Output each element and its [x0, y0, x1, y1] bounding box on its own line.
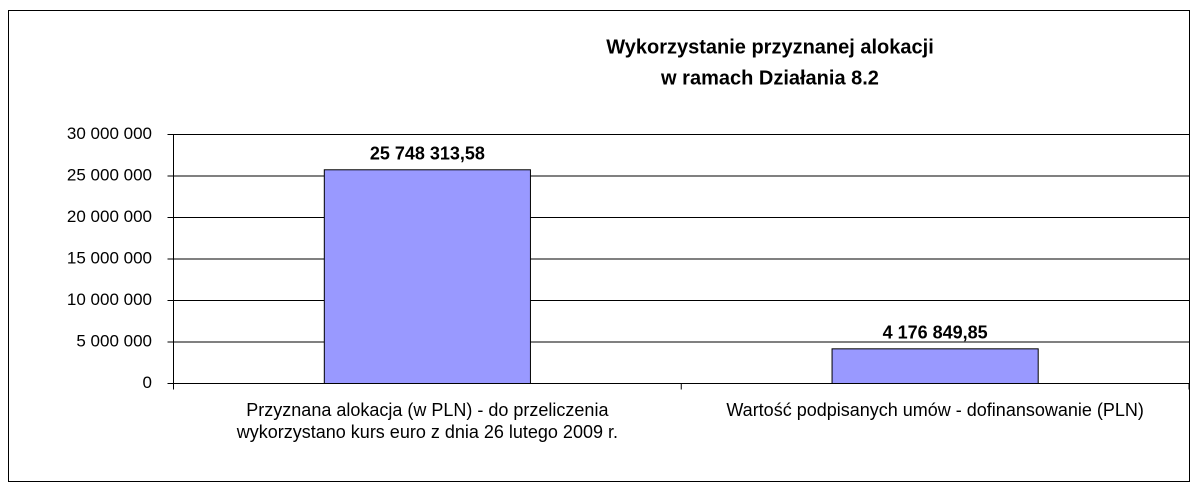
bar: [831, 348, 1039, 385]
data-label: 4 176 849,85: [883, 323, 988, 343]
chart-border: [8, 10, 1190, 482]
data-label: 25 748 313,58: [370, 144, 485, 164]
y-tick-label: 0: [143, 373, 152, 392]
y-tick-label: 5 000 000: [76, 331, 152, 350]
bar: [323, 169, 531, 384]
y-tick-label: 30 000 000: [67, 124, 152, 143]
y-tick-label: 20 000 000: [67, 207, 152, 226]
x-tick-label: Wartość podpisanych umów - dofinansowani…: [726, 400, 1144, 420]
y-tick-label: 15 000 000: [67, 248, 152, 267]
chart-title: Wykorzystanie przyznanej alokacji: [606, 36, 934, 58]
chart-title: w ramach Działania 8.2: [660, 67, 879, 89]
x-tick-label: Przyznana alokacja (w PLN) - do przelicz…: [236, 400, 618, 442]
y-tick-label: 25 000 000: [67, 165, 152, 184]
y-tick-label: 10 000 000: [67, 290, 152, 309]
